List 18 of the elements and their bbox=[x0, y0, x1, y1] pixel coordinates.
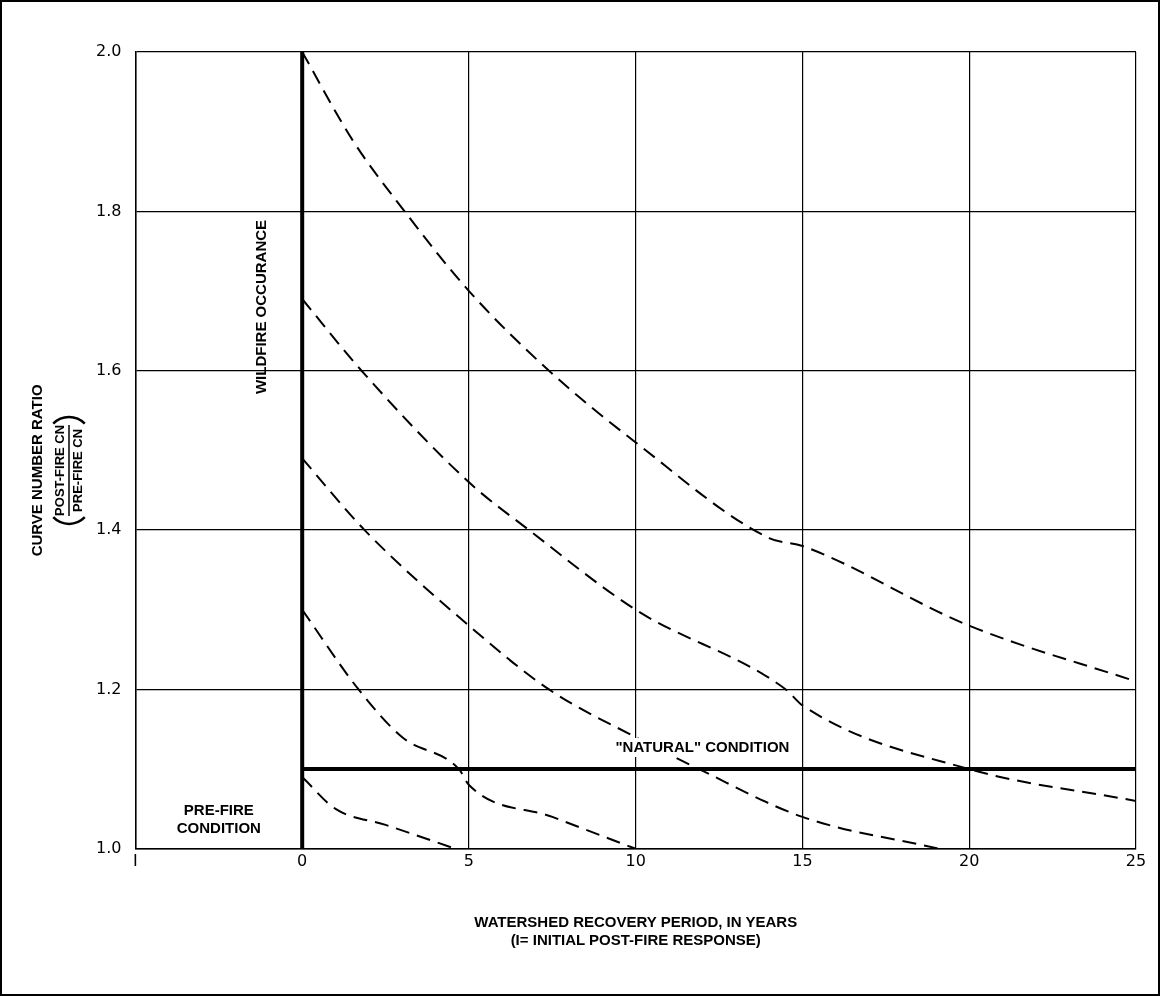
x-tick-label: 15 bbox=[792, 850, 813, 870]
annotation: "NATURAL" CONDITION bbox=[615, 737, 790, 755]
y-tick-label: 1.4 bbox=[95, 519, 122, 539]
y-tick-label: 1.2 bbox=[95, 678, 122, 698]
x-axis-title: WATERSHED RECOVERY PERIOD, IN YEARS (I= INITIAL POST-FIRE RESPONSE) bbox=[474, 913, 798, 949]
y-tick-label: 1.0 bbox=[95, 837, 122, 857]
y-tick-label: 1.8 bbox=[95, 200, 122, 220]
x-tick-label: 10 bbox=[625, 850, 646, 870]
y-tick-label: 2.0 bbox=[95, 41, 122, 61]
ref-line-label: WILDFIRE OCCURANCE bbox=[252, 219, 270, 395]
y-tick-label: 1.6 bbox=[95, 359, 122, 379]
x-tick-label: 5 bbox=[463, 850, 475, 870]
annotation: PRE-FIRE CONDITION bbox=[176, 801, 261, 837]
y-axis-title: CURVE NUMBER RATIO POST-FIRE CN PRE-FIRE CN bbox=[28, 384, 85, 557]
x-tick-label: 20 bbox=[959, 850, 980, 870]
x-tick-label: 0 bbox=[297, 850, 308, 870]
x-tick-label: I bbox=[133, 850, 138, 870]
x-tick-label: 25 bbox=[1125, 850, 1147, 870]
